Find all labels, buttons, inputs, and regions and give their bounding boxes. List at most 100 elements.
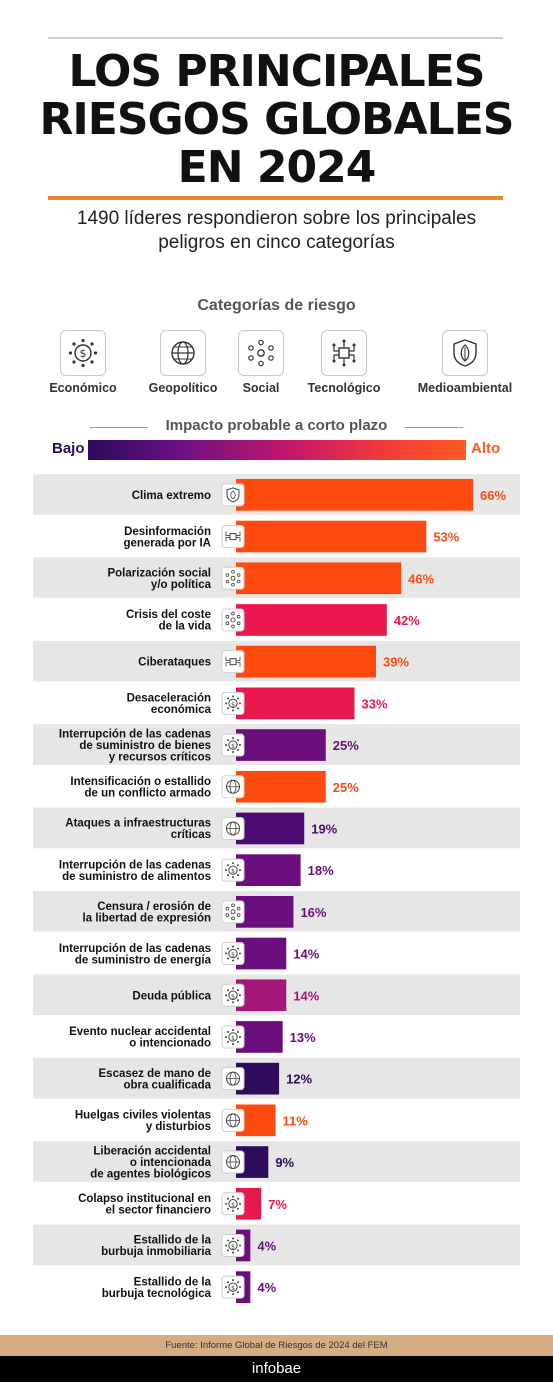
- category-label: Interrupción de las cadenas de suministro…: [59, 943, 212, 967]
- category-geopolitico: Geopolítico: [145, 330, 221, 395]
- value-label: 19%: [311, 821, 337, 836]
- value-label: 42%: [394, 613, 420, 628]
- category-icon: [221, 608, 245, 632]
- category-label: Interrupción de las cadenas de suministro…: [59, 859, 211, 883]
- category-label: Escasez de mano de obra cualificada: [99, 1068, 212, 1092]
- category-label: Colapso institucional en el sector financ…: [78, 1193, 211, 1217]
- category-icon: $: [221, 1233, 245, 1257]
- category-label: Crisis del coste de la vida: [126, 609, 212, 633]
- subtitle-line-1: 1490 líderes respondieron sobre los prin…: [76, 208, 477, 229]
- category-label: Estallido de la burbuja inmobiliaria: [101, 1235, 212, 1259]
- risk-bar-chart: Clima extremo 66% Desinformación generada p…: [33, 474, 520, 1303]
- bar: [236, 479, 473, 511]
- bar: [236, 896, 294, 928]
- source-note: Fuente: Informe Global de Riesgos de 202…: [0, 1335, 553, 1356]
- bar: [236, 687, 355, 720]
- category-icon: $: [221, 858, 245, 882]
- category-label: Huelgas civiles violentas y disturbios: [75, 1110, 211, 1134]
- category-label: Polarización social y/o política: [107, 568, 211, 592]
- categories-title: Categorías de riesgo: [197, 297, 356, 314]
- bar: [236, 645, 377, 678]
- category-icon: $: [221, 1192, 245, 1216]
- title-underline: [48, 196, 503, 200]
- svg-text:$: $: [80, 347, 87, 360]
- category-label: Intensificación o estallido de un conflic…: [70, 776, 211, 800]
- scale-low-label: Bajo: [52, 440, 85, 457]
- svg-text:$: $: [231, 993, 235, 1000]
- svg-text:$: $: [231, 868, 235, 875]
- category-icon: [221, 566, 245, 590]
- value-label: 25%: [333, 780, 359, 795]
- value-label: 33%: [362, 696, 388, 711]
- category-label: Deuda pública: [132, 990, 211, 1002]
- category-icon: $: [221, 942, 245, 966]
- scale-rule-right: [405, 427, 463, 428]
- value-label: 14%: [293, 947, 319, 962]
- svg-text:$: $: [231, 743, 235, 750]
- impact-gradient-bar: [88, 440, 466, 460]
- svg-text:$: $: [231, 1243, 235, 1250]
- category-label: Ciberataques: [138, 657, 211, 669]
- category-icon: $: [221, 1025, 245, 1049]
- value-label: 39%: [383, 655, 409, 670]
- page-title: LOS PRINCIPALES RIESGOS GLOBALES EN 2024: [0, 48, 553, 192]
- subtitle: 1490 líderes respondieron sobre los prin…: [30, 207, 523, 255]
- subtitle-line-2: peligros en cinco categorías: [158, 232, 395, 253]
- category-label: Liberación accidental o intencionada de ag…: [90, 1146, 211, 1181]
- category-icon: $: [221, 691, 245, 715]
- value-label: 7%: [268, 1197, 287, 1212]
- category-label: Clima extremo: [132, 490, 211, 502]
- category-label: Tecnológico: [307, 381, 381, 395]
- category-icon: [221, 525, 245, 549]
- title-line-3: EN 2024: [177, 142, 377, 193]
- category-icon: [221, 816, 245, 840]
- value-label: 66%: [480, 488, 506, 503]
- value-label: 12%: [286, 1072, 312, 1087]
- circuit-icon: [321, 330, 367, 376]
- value-label: 25%: [333, 738, 359, 753]
- category-label: Económico: [49, 381, 117, 395]
- value-label: 9%: [275, 1155, 294, 1170]
- category-medioambiental: Medioambiental: [414, 330, 516, 395]
- title-line-1: LOS PRINCIPALES: [68, 46, 486, 97]
- row-background: [33, 1224, 520, 1266]
- bar: [236, 854, 301, 886]
- category-icon: $: [221, 983, 245, 1007]
- svg-text:$: $: [231, 701, 235, 708]
- category-icon: [221, 1067, 245, 1091]
- category-icon: [221, 650, 245, 674]
- category-icon: [221, 1108, 245, 1132]
- value-label: 53%: [433, 530, 459, 545]
- value-label: 13%: [290, 1030, 316, 1045]
- svg-text:$: $: [231, 952, 235, 959]
- value-label: 4%: [257, 1280, 276, 1295]
- row-background: [33, 1141, 520, 1182]
- brand-logo: infobae: [0, 1356, 553, 1382]
- category-label: Interrupción de las cadenas de suministro…: [59, 729, 211, 764]
- bar: [236, 520, 427, 553]
- bar: [236, 729, 326, 761]
- category-label: Desaceleración económica: [127, 693, 212, 717]
- category-icon: [221, 900, 245, 924]
- value-label: 11%: [283, 1113, 309, 1128]
- value-label: 4%: [257, 1238, 276, 1253]
- scale-rule-left: [90, 427, 148, 428]
- top-rule: [48, 37, 503, 39]
- people-network-icon: [238, 330, 284, 376]
- bar: [236, 562, 402, 595]
- svg-text:$: $: [231, 1035, 235, 1042]
- value-label: 46%: [408, 571, 434, 586]
- category-icon: [221, 775, 245, 799]
- bar: [236, 770, 326, 803]
- category-label: Medioambiental: [417, 381, 513, 395]
- category-icon: [221, 1150, 245, 1174]
- category-label: Social: [242, 381, 280, 395]
- value-label: 14%: [293, 988, 319, 1003]
- title-line-2: RIESGOS GLOBALES: [39, 94, 515, 145]
- category-icon: $: [221, 1275, 245, 1299]
- category-label: Ataques a infraestructuras críticas: [65, 818, 211, 842]
- category-label: Evento nuclear accidental o intencionado: [69, 1026, 211, 1050]
- category-social: Social: [238, 330, 284, 395]
- globe-icon: [160, 330, 206, 376]
- category-icon: $: [221, 733, 245, 757]
